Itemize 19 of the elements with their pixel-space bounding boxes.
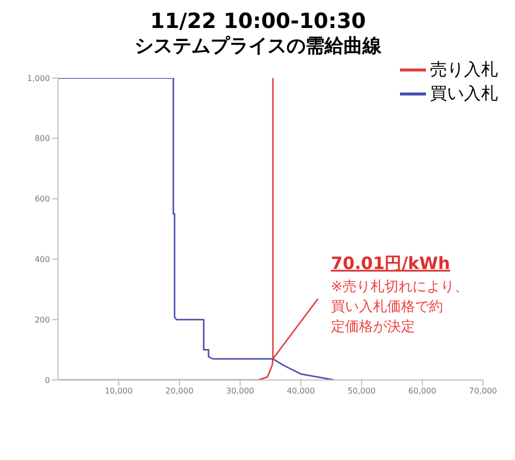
x-tick-label: 40,000: [286, 386, 315, 396]
x-tick-label: 10,000: [104, 386, 133, 396]
y-tick-label: 800: [34, 134, 50, 144]
x-tick-label: 50,000: [348, 386, 376, 396]
y-tick-label: 400: [34, 255, 50, 264]
annotation: 70.01円/kWh: [330, 254, 450, 274]
y-tick-label: 0: [44, 376, 50, 385]
legend-label: 売り入札: [430, 59, 498, 82]
chart-subtitle: システムプライスの需給曲線: [134, 34, 382, 58]
chart-title: 11/22 10:00-10:30: [149, 8, 367, 34]
legend-label: 買い入札: [430, 83, 498, 106]
x-tick-label: 60,000: [408, 386, 436, 396]
y-tick-label: 1,000: [27, 74, 50, 83]
y-tick-label: 200: [34, 315, 50, 324]
annotation: ※売り札切れにより、買い入札価格で約定価格が決定: [330, 278, 469, 335]
x-tick-label: 70,000: [469, 386, 497, 396]
x-tick-label: 20,000: [165, 386, 194, 396]
y-tick-label: 600: [34, 194, 50, 204]
x-tick-label: 30,000: [226, 386, 254, 396]
